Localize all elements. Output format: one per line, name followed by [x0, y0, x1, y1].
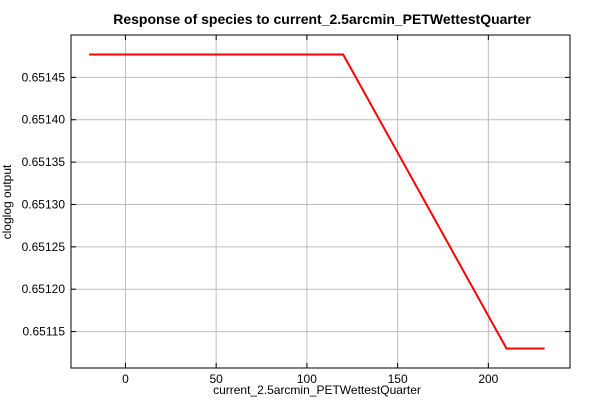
- y-tick-label: 0.65140: [22, 113, 66, 127]
- chart-title: Response of species to current_2.5arcmin…: [113, 11, 531, 27]
- x-tick-label: 200: [478, 372, 498, 386]
- series-layer: [89, 53, 545, 350]
- x-tick-label: 150: [388, 372, 408, 386]
- x-axis-label: current_2.5arcmin_PETWettestQuarter: [213, 383, 421, 397]
- y-axis-label: cloglog output: [0, 164, 14, 239]
- y-tick-label: 0.65125: [22, 240, 66, 254]
- y-tick-label: 0.65130: [22, 197, 66, 211]
- y-tick-label: 0.65120: [22, 282, 66, 296]
- grid: [71, 35, 570, 368]
- axis-ticks: 0 50 100 150 200 0.65115 0.65120 0.65125 0.65130…: [22, 35, 570, 386]
- x-tick-label: 100: [297, 372, 317, 386]
- x-tick-label: 0: [122, 372, 129, 386]
- plot-frame: [70, 34, 571, 369]
- y-tick-label: 0.65145: [22, 70, 66, 84]
- y-tick-label: 0.65135: [22, 155, 66, 169]
- x-tick-label: 50: [209, 372, 223, 386]
- series-line: [89, 53, 545, 350]
- y-tick-label: 0.65115: [23, 325, 66, 339]
